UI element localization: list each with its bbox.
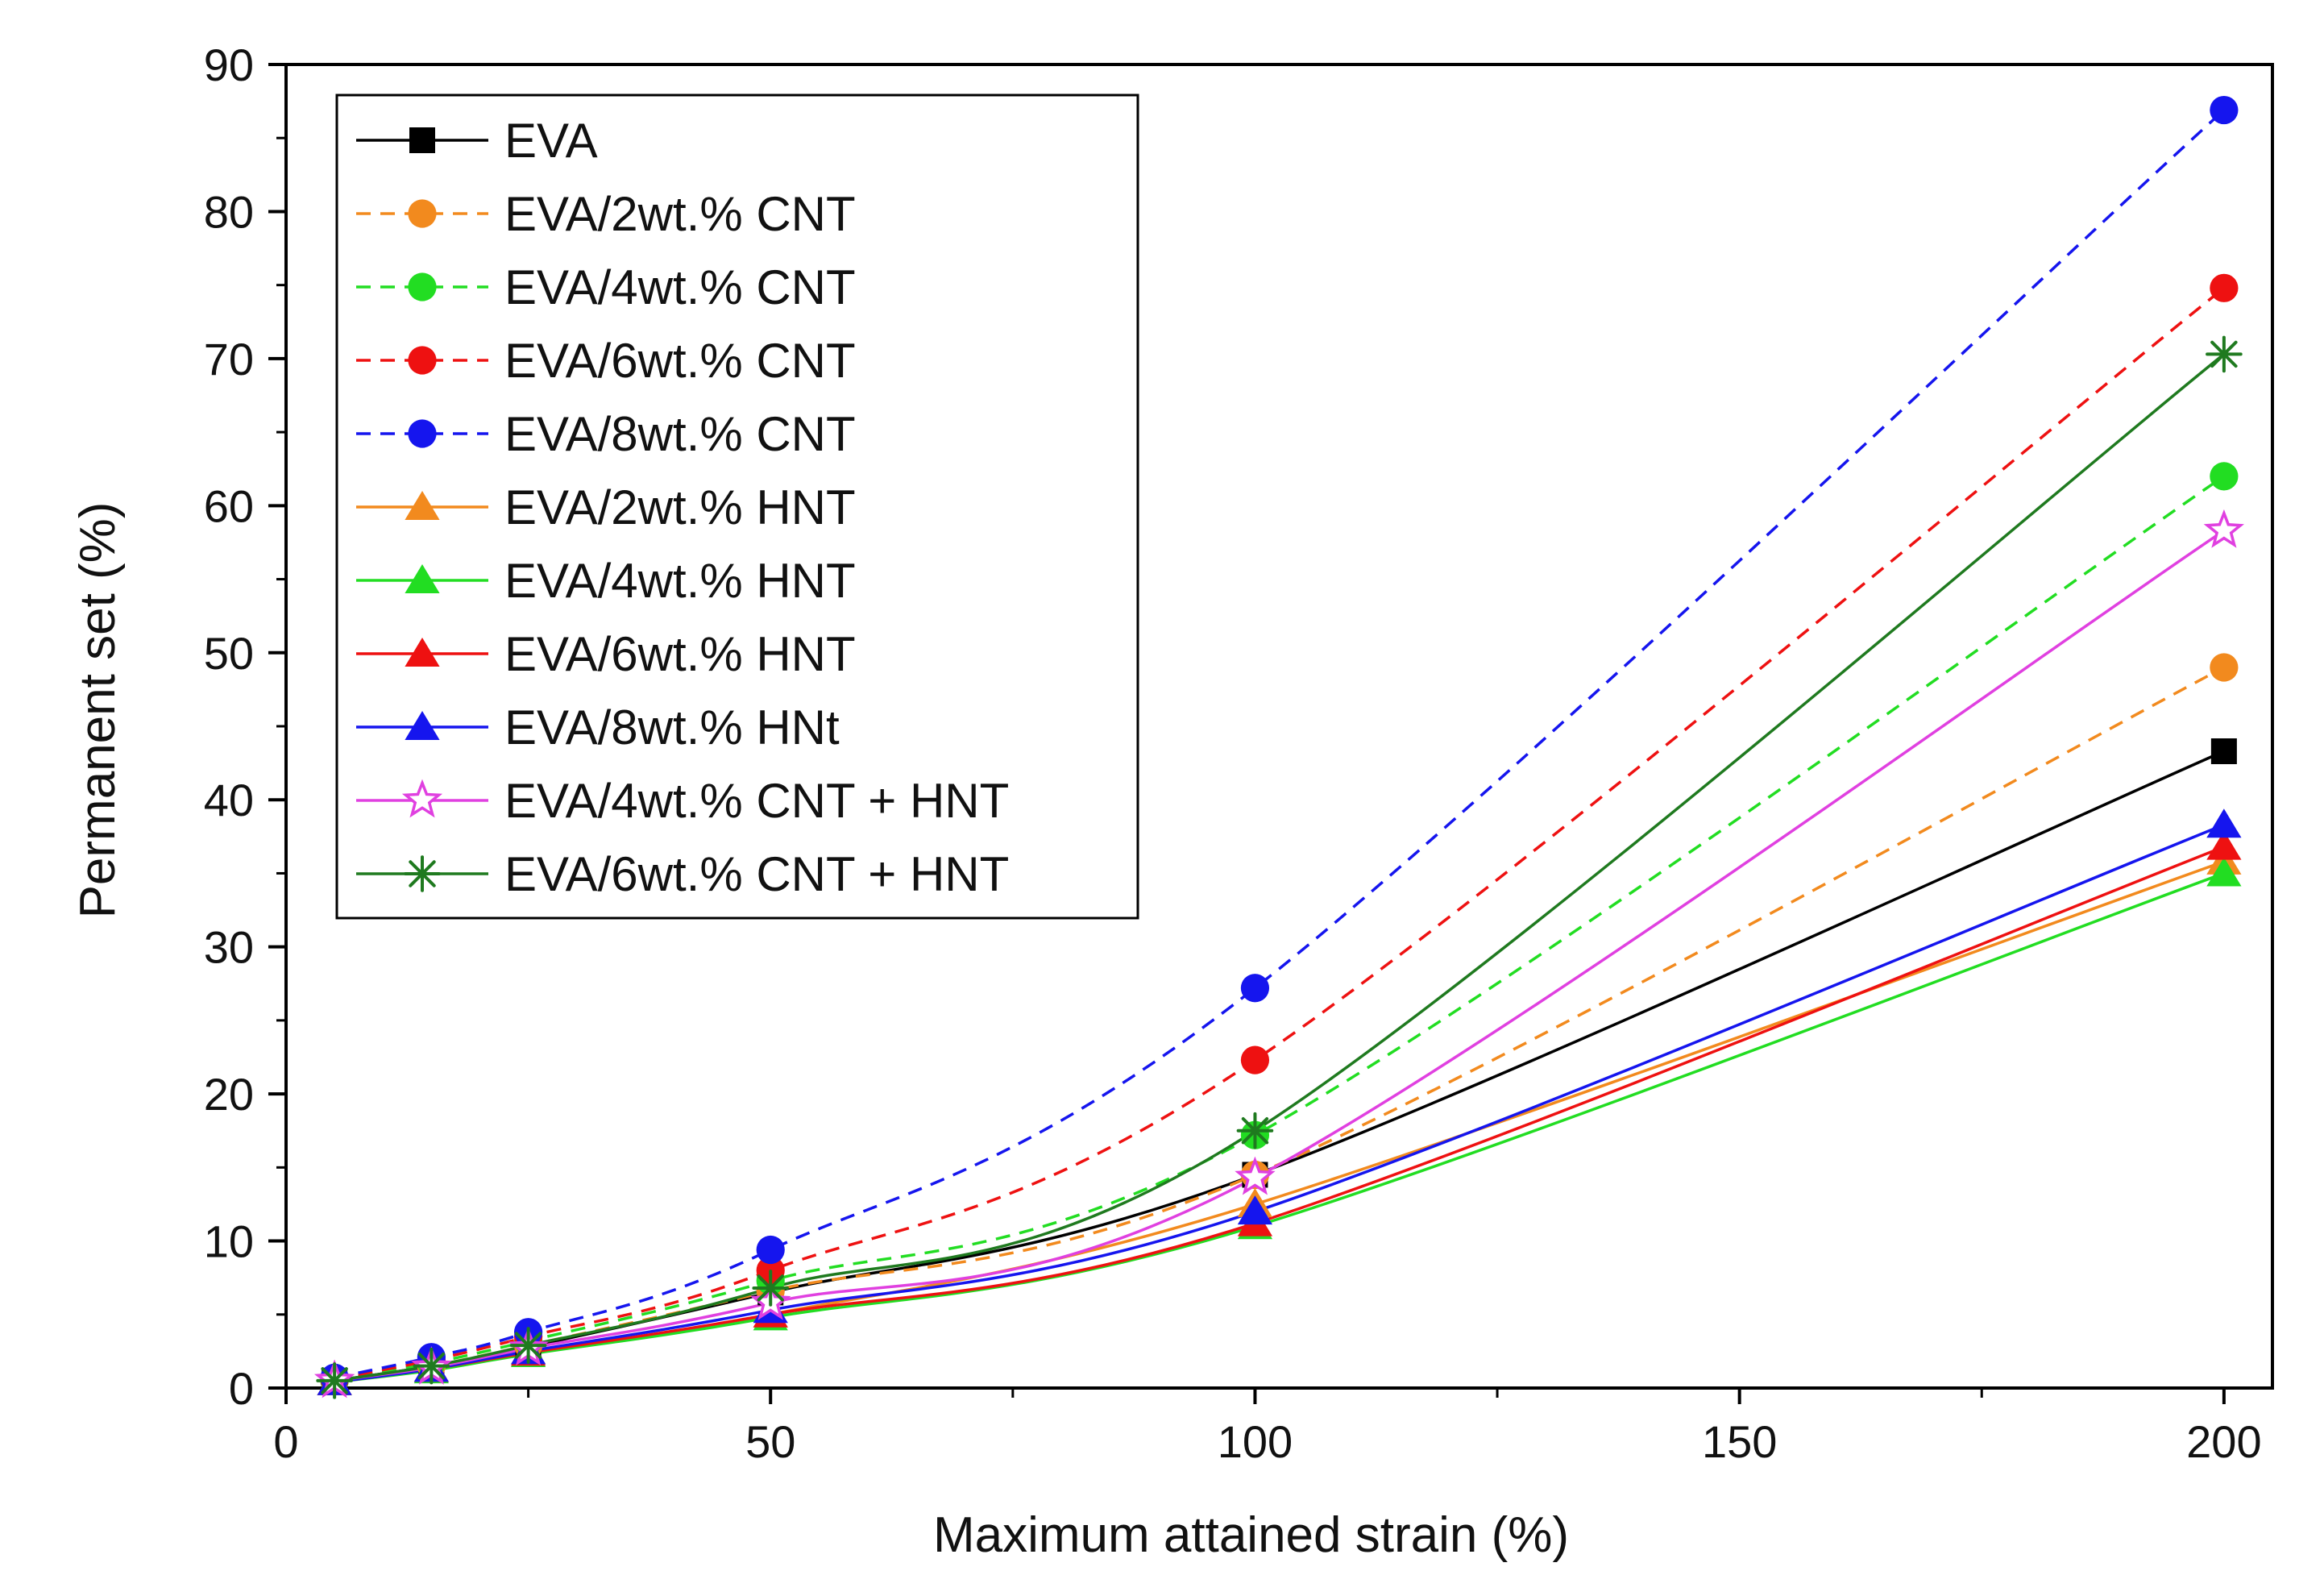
series-10-point-5 (2206, 335, 2243, 373)
legend-marker-6 (405, 564, 440, 593)
series-10-point-4 (1236, 1112, 1274, 1149)
legend-label-7: EVA/6wt.% HNT (504, 627, 856, 681)
legend-label-1: EVA/2wt.% CNT (504, 187, 856, 241)
legend-marker-1 (408, 199, 437, 228)
series-4-point-3 (756, 1235, 785, 1265)
legend-label-5: EVA/2wt.% HNT (504, 480, 856, 534)
series-10-point-1 (413, 1347, 450, 1385)
x-tick-label-0: 0 (273, 1416, 298, 1467)
series-0-point-5 (2210, 738, 2237, 765)
series-8-point-5 (2206, 808, 2242, 838)
y-tick-label-0: 0 (229, 1363, 254, 1414)
legend-marker-9 (401, 779, 443, 818)
series-line-6 (334, 871, 2225, 1384)
y-tick-label-80: 80 (204, 186, 254, 237)
series-line-5 (334, 860, 2225, 1384)
legend-label-2: EVA/4wt.% CNT (504, 260, 856, 314)
series-10-point-2 (509, 1327, 547, 1364)
series-3-point-4 (1240, 1045, 1270, 1074)
legend-marker-2 (408, 272, 437, 301)
y-tick-label-70: 70 (204, 334, 254, 384)
y-tick-label-40: 40 (204, 775, 254, 825)
legend-marker-3 (408, 346, 437, 375)
legend-label-10: EVA/6wt.% CNT + HNT (504, 847, 1009, 901)
legend-marker-0 (409, 127, 435, 153)
legend-marker-4 (408, 419, 437, 448)
series-line-3 (334, 286, 2225, 1381)
legend-marker-8 (405, 711, 440, 740)
legend-label-0: EVA (504, 114, 598, 168)
series-2-point-5 (2210, 462, 2239, 491)
series-4-point-4 (1240, 974, 1270, 1003)
x-tick-label-150: 150 (1702, 1416, 1777, 1467)
legend-label-4: EVA/8wt.% CNT (504, 407, 856, 461)
series-line-4 (334, 109, 2226, 1379)
y-tick-label-60: 60 (204, 480, 254, 531)
series-line-10 (334, 353, 2225, 1382)
series-line-9 (334, 529, 2225, 1382)
series-7-point-5 (2206, 830, 2242, 860)
series-10-point-0 (316, 1362, 353, 1399)
y-tick-label-10: 10 (204, 1216, 254, 1267)
series-8-point-4 (1237, 1195, 1273, 1225)
legend-label-8: EVA/8wt.% HNt (504, 700, 840, 754)
legend-label-6: EVA/4wt.% HNT (504, 554, 856, 608)
y-tick-label-90: 90 (204, 39, 254, 90)
series-4-point-5 (2210, 95, 2239, 125)
y-tick-label-20: 20 (204, 1069, 254, 1120)
series-10-point-3 (752, 1270, 790, 1307)
series-1-point-5 (2210, 653, 2239, 682)
series-line-2 (334, 475, 2225, 1382)
y-tick-label-50: 50 (204, 628, 254, 679)
legend-marker-7 (405, 638, 440, 667)
x-tick-label-50: 50 (745, 1416, 795, 1467)
x-tick-label-100: 100 (1218, 1416, 1293, 1467)
legend-label-9: EVA/4wt.% CNT + HNT (504, 774, 1009, 828)
y-tick-label-30: 30 (204, 922, 254, 973)
legend-marker-5 (405, 491, 440, 520)
series-9-point-4 (1235, 1156, 1276, 1195)
series-line-8 (334, 823, 2225, 1384)
series-9-point-5 (2203, 509, 2244, 548)
x-axis-title: Maximum attained strain (%) (933, 1507, 1569, 1563)
series-3-point-5 (2210, 273, 2239, 302)
series-6-point-5 (2206, 857, 2242, 887)
y-axis-title: Permanent set (%) (70, 502, 126, 919)
legend-label-3: EVA/6wt.% CNT (504, 334, 856, 388)
legend-marker-10 (404, 855, 441, 892)
x-tick-label-200: 200 (2186, 1416, 2261, 1467)
